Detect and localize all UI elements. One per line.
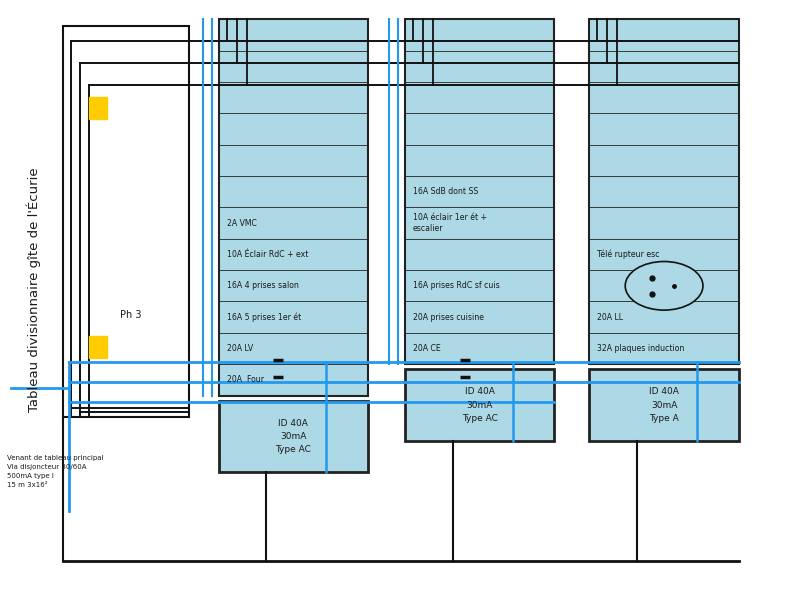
Ellipse shape xyxy=(626,262,703,310)
Bar xyxy=(218,19,368,395)
Text: Télé rupteur esc: Télé rupteur esc xyxy=(598,250,660,259)
Text: 10A Éclair RdC + ext: 10A Éclair RdC + ext xyxy=(226,250,308,259)
Text: 2A VMC: 2A VMC xyxy=(226,218,257,227)
Text: 16A prises RdC sf cuis: 16A prises RdC sf cuis xyxy=(413,281,500,290)
Bar xyxy=(218,401,368,472)
Text: ID 40A
30mA
Type AC: ID 40A 30mA Type AC xyxy=(462,388,498,423)
Text: 20A prises cuisine: 20A prises cuisine xyxy=(413,313,484,322)
Bar xyxy=(89,97,106,119)
Text: 20A LV: 20A LV xyxy=(226,344,253,353)
Bar xyxy=(89,336,106,358)
Text: Tableau divisionnaire gîte de l'Écurie: Tableau divisionnaire gîte de l'Écurie xyxy=(26,168,41,412)
Text: 16A 5 prises 1er ét: 16A 5 prises 1er ét xyxy=(226,313,301,322)
Text: Venant de tableau principal
Via disjoncteur 30/60A
500mA type I
15 m 3x16²: Venant de tableau principal Via disjonct… xyxy=(7,455,104,488)
Text: 32A plaques induction: 32A plaques induction xyxy=(598,344,685,353)
Bar xyxy=(405,369,554,441)
Text: ID 40A
30mA
Type A: ID 40A 30mA Type A xyxy=(649,388,679,423)
Text: 10A éclair 1er ét +
escalier: 10A éclair 1er ét + escalier xyxy=(413,213,487,233)
Text: 16A SdB dont SS: 16A SdB dont SS xyxy=(413,187,478,196)
Text: ID 40A
30mA
Type AC: ID 40A 30mA Type AC xyxy=(275,419,311,454)
Bar xyxy=(590,369,739,441)
Text: 20A  Four: 20A Four xyxy=(226,376,264,385)
Bar xyxy=(590,19,739,364)
Text: 20A CE: 20A CE xyxy=(413,344,441,353)
Bar xyxy=(405,19,554,364)
Text: 16A 4 prises salon: 16A 4 prises salon xyxy=(226,281,298,290)
Text: Ph 3: Ph 3 xyxy=(120,310,142,320)
Text: 20A LL: 20A LL xyxy=(598,313,623,322)
Bar xyxy=(63,26,189,418)
